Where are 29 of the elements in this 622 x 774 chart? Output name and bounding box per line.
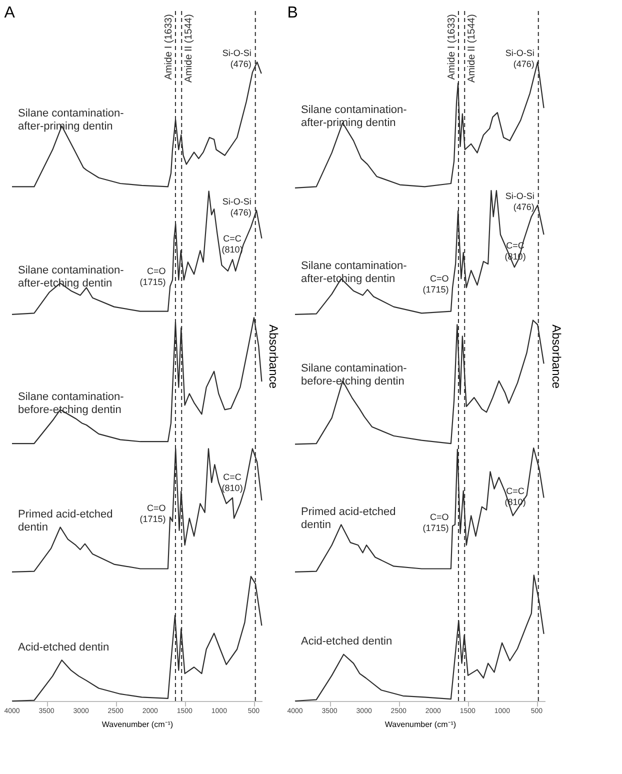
annotation: Si-O-Si (476) xyxy=(505,191,534,212)
series-label: Silane contamination-after-etching dentin xyxy=(301,260,408,286)
annotation: Si-O-Si (476) xyxy=(505,48,534,70)
chart-title: B xyxy=(287,4,298,22)
y-axis-title: Absorbance xyxy=(266,324,280,389)
series-label: Silane contamination-after-etching dentin xyxy=(18,264,124,290)
series-label: Primed acid-etched dentin xyxy=(301,506,396,531)
series-label: Silane contamination-after-priming dentin xyxy=(301,104,408,130)
series-label: Acid-etched dentin xyxy=(18,641,110,654)
annotation: C=O (1715) xyxy=(422,512,449,533)
chart-title: A xyxy=(4,4,16,22)
x-axis-title: Wavenumber (cm⁻¹) xyxy=(102,720,174,729)
annotation: C=O (1715) xyxy=(422,274,449,295)
y-axis-title: Absorbance xyxy=(550,324,564,389)
annotation: Si-O-Si (476) xyxy=(222,48,252,70)
ref-line-label: Amide II (1544) xyxy=(466,14,478,83)
series-label: Silane contamination-before-etching dentin xyxy=(301,362,408,388)
annotation: C=C (810) xyxy=(222,472,243,493)
annotation: C=O (1715) xyxy=(140,266,166,287)
x-axis-title: Wavenumber (cm⁻¹) xyxy=(384,720,456,729)
series-label: Silane contamination-before-etching dentin xyxy=(18,391,124,416)
series-label: Silane contamination-after-priming dentin xyxy=(18,107,124,132)
series-label: Acid-etched dentin xyxy=(301,636,392,648)
annotation: Si-O-Si (476) xyxy=(222,196,252,218)
ref-line-label: Amide I (1633) xyxy=(446,14,458,80)
annotation: C=O (1715) xyxy=(140,503,166,524)
ref-line-label: Amide I (1633) xyxy=(163,14,174,80)
ref-line-label: Amide II (1544) xyxy=(184,14,195,83)
series-label: Primed acid-etched dentin xyxy=(18,508,113,534)
